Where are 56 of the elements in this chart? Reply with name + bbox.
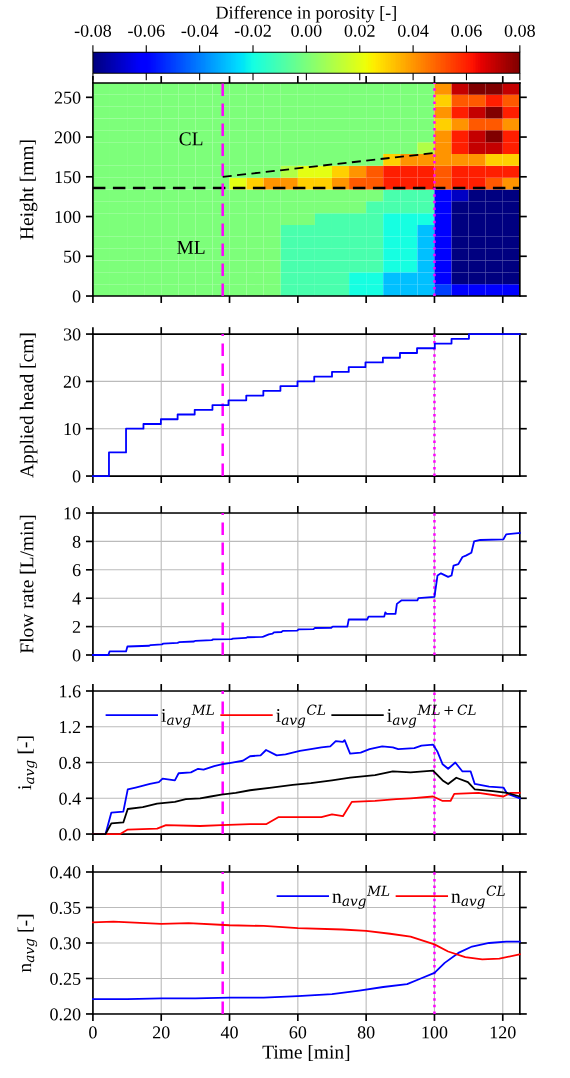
legend-label: i$_{avg}$$^{CL}$	[276, 704, 326, 728]
annotation: CL	[179, 132, 203, 146]
y-tick-label: 10	[64, 507, 81, 520]
color-bar-label: -0.02	[234, 24, 271, 37]
color-bar-label: 0.08	[504, 24, 535, 37]
y-tick-label: 0.25	[50, 972, 81, 985]
annotation: ML	[177, 241, 205, 254]
y-tick-label: 150	[55, 171, 81, 184]
y-tick-label: 0	[72, 470, 81, 483]
color-bar-label: -0.08	[74, 24, 112, 37]
y-axis-title: i$_{avg}$ [-]	[17, 736, 38, 790]
y-tick-label: 10	[64, 422, 81, 436]
x-axis-title: Time [min]	[262, 1044, 350, 1062]
y-tick-label: 0.8	[59, 756, 81, 770]
color-bar-label: 0.04	[398, 24, 429, 37]
color-bar-label: 0.02	[344, 24, 375, 37]
x-tick-label: 0	[89, 1026, 97, 1039]
y-axis-title: Flow rate [L/min]	[19, 515, 36, 654]
y-axis-title: n$_{avg}$ [-]	[17, 914, 38, 973]
x-tick-label: 100	[422, 1026, 448, 1039]
y-tick-label: 1.2	[60, 721, 81, 734]
x-tick-label: 40	[220, 1026, 238, 1039]
color-bar-label: -0.04	[181, 24, 219, 37]
y-tick-label: 50	[64, 250, 81, 263]
color-bar-title: Difference in porosity [-]	[216, 5, 396, 23]
y-tick-label: 6	[72, 564, 81, 577]
legend-label: n$_{avg}$$^{CL}$	[451, 885, 505, 909]
y-tick-label: 0.40	[50, 866, 81, 879]
y-tick-label: 100	[55, 210, 81, 223]
y-tick-label: 250	[54, 91, 81, 104]
y-tick-label: 0	[72, 649, 81, 662]
y-tick-label: 0.4	[59, 792, 81, 805]
y-tick-label: 0.30	[50, 937, 81, 950]
color-bar-label: 0.06	[451, 24, 482, 37]
x-tick-label: 120	[490, 1026, 516, 1039]
color-bar-label: -0.06	[128, 24, 165, 37]
x-tick-label: 20	[152, 1026, 170, 1039]
y-tick-label: 30	[63, 328, 81, 341]
y-axis-title: Height [mm]	[19, 140, 38, 240]
y-tick-label: 20	[63, 375, 81, 388]
y-tick-label: 200	[54, 131, 81, 144]
y-tick-label: 2	[72, 620, 81, 633]
x-tick-label: 80	[357, 1026, 375, 1039]
y-axis-title: Applied head [cm]	[19, 333, 38, 478]
y-tick-label: 0.0	[59, 828, 81, 841]
legend-label: i$_{avg}$$^{ML}$	[161, 704, 214, 728]
y-tick-label: 8	[72, 535, 81, 548]
y-tick-label: 1.6	[60, 685, 81, 698]
y-tick-label: 0	[72, 290, 81, 303]
y-tick-label: 0.35	[50, 901, 81, 915]
legend-label: n$_{avg}$$^{ML}$	[332, 885, 390, 909]
y-tick-label: 0.20	[50, 1008, 81, 1021]
y-tick-label: 4	[72, 592, 81, 605]
x-tick-label: 60	[289, 1026, 307, 1039]
legend-label: i$_{avg}$$^{ML+CL}$	[387, 704, 476, 728]
color-bar-label: 0.00	[291, 24, 322, 37]
